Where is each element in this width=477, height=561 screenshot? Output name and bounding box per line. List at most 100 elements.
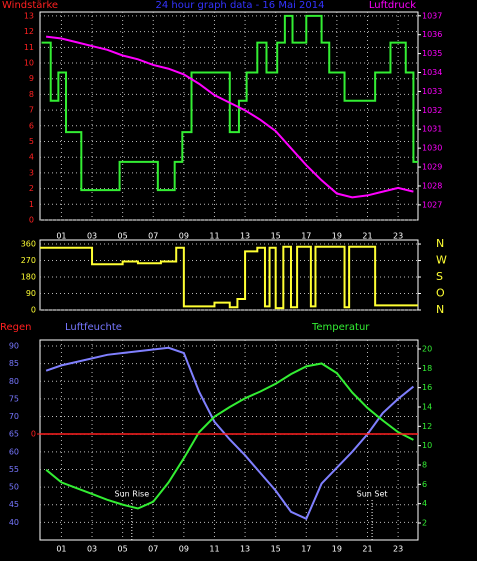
x-tick-label: 19 xyxy=(332,232,342,241)
x-tick-label: 07 xyxy=(148,232,158,241)
y-tick-label: 3 xyxy=(29,168,34,177)
y-tick-label: 5 xyxy=(29,137,34,146)
y-tick-label: 4 xyxy=(29,153,34,162)
x-tick-label: 09 xyxy=(179,545,189,554)
y-tick-label: 360 xyxy=(21,240,36,249)
y-tick-label: 8 xyxy=(29,90,34,99)
x-tick-label: 17 xyxy=(301,232,311,241)
y-tick-label: 0 xyxy=(31,306,36,315)
y-tick-label: 75 xyxy=(9,394,19,403)
series-line xyxy=(45,35,414,199)
x-tick-label: 05 xyxy=(118,545,128,554)
chart-title: 24 hour graph data - 16 Mai 2014 xyxy=(156,0,325,11)
y2-tick-label: 16 xyxy=(422,383,432,392)
x-tick-label: 23 xyxy=(393,232,403,241)
y2-axis-label: Temperatur xyxy=(311,322,370,333)
x-tick-label: 15 xyxy=(271,232,281,241)
y2-tick-label: 14 xyxy=(422,402,432,411)
x-tick-label: 09 xyxy=(179,232,189,241)
y2-tick-label: 1037 xyxy=(422,11,442,20)
y2-tick-label: 8 xyxy=(422,460,427,469)
x-tick-label: 17 xyxy=(301,545,311,554)
y-tick-label: 6 xyxy=(29,121,34,130)
y2-tick-label: 4 xyxy=(422,499,427,508)
y-tick-label: 11 xyxy=(24,43,34,52)
y2-tick-label: 18 xyxy=(422,364,432,373)
y-tick-label: 45 xyxy=(9,500,19,509)
y-tick-label: 65 xyxy=(9,430,19,439)
y2-tick-label: 10 xyxy=(422,441,432,450)
annotation-label: Sun Rise xyxy=(115,490,150,499)
x-tick-label: 21 xyxy=(362,545,372,554)
y-tick-label: 40 xyxy=(9,518,19,527)
x-tick-label: 15 xyxy=(271,545,281,554)
y-tick-label: 1 xyxy=(29,200,34,209)
x-tick-label: 11 xyxy=(209,232,219,241)
y-tick-label: 7 xyxy=(29,106,34,115)
y2-tick-label: O xyxy=(436,287,445,300)
x-tick-label: 13 xyxy=(240,545,250,554)
y-tick-label: 2 xyxy=(29,184,34,193)
y2-tick-label: 12 xyxy=(422,422,432,431)
series-line xyxy=(41,14,418,192)
y-tick-label: 80 xyxy=(9,377,19,386)
y-tick-label: 55 xyxy=(9,465,19,474)
plot-frame xyxy=(39,339,419,541)
y2-tick-label: 1027 xyxy=(422,200,442,209)
x-tick-label: 21 xyxy=(362,232,372,241)
series-line xyxy=(45,362,414,510)
y-tick-label: 85 xyxy=(9,359,19,368)
x-tick-label: 03 xyxy=(87,232,97,241)
y2-tick-label: W xyxy=(436,254,447,267)
x-tick-label: 07 xyxy=(148,545,158,554)
y-tick-label: 9 xyxy=(29,74,34,83)
y2-tick-label: 20 xyxy=(422,344,432,353)
y2-tick-label: 6 xyxy=(422,480,427,489)
y-tick-label: 13 xyxy=(24,11,34,20)
y2-tick-label: 1034 xyxy=(422,68,442,77)
y2-tick-label: 1035 xyxy=(422,49,442,58)
y2-tick-label: 1032 xyxy=(422,106,442,115)
y2-tick-label: 1036 xyxy=(422,30,442,39)
y3-axis-label: Regen xyxy=(0,322,32,333)
x-tick-label: 11 xyxy=(209,545,219,554)
y-tick-label: 0 xyxy=(29,216,34,225)
y2-tick-label: 2 xyxy=(422,518,427,527)
y2-tick-label: N xyxy=(436,237,444,250)
y2-tick-label: N xyxy=(436,303,444,316)
y-tick-label: 10 xyxy=(24,59,34,68)
plot-frame xyxy=(39,11,419,221)
y2-tick-label: 1031 xyxy=(422,125,442,134)
y2-tick-label: 1030 xyxy=(422,144,442,153)
y2-tick-label: S xyxy=(436,270,443,283)
y-tick-label: 180 xyxy=(21,273,36,282)
y-tick-label: 12 xyxy=(24,27,34,36)
plot-frame xyxy=(39,239,419,311)
x-tick-label: 01 xyxy=(56,232,66,241)
x-tick-label: 03 xyxy=(87,545,97,554)
y-axis-label: Windstärke xyxy=(2,0,58,11)
x-tick-label: 01 xyxy=(56,545,66,554)
y-tick-label: 70 xyxy=(9,412,19,421)
x-tick-label: 23 xyxy=(393,545,403,554)
x-tick-label: 05 xyxy=(118,232,128,241)
y-tick-label: 270 xyxy=(21,256,36,265)
y-tick-label: 60 xyxy=(9,447,19,456)
y-tick-label: 50 xyxy=(9,483,19,492)
y2-tick-label: 1028 xyxy=(422,181,442,190)
y-tick-label: 90 xyxy=(26,289,36,298)
series-line xyxy=(45,346,415,521)
x-tick-label: 13 xyxy=(240,232,250,241)
y2-tick-label: 1029 xyxy=(422,163,442,172)
y-axis-label: Luftfeuchte xyxy=(65,322,122,333)
x-tick-label: 19 xyxy=(332,545,342,554)
series-line xyxy=(40,245,418,310)
y-tick-label: 90 xyxy=(9,341,19,350)
y3-tick-label: 0 xyxy=(31,430,36,439)
y2-tick-label: 1033 xyxy=(422,87,442,96)
annotation-label: Sun Set xyxy=(357,490,388,499)
y2-axis-label: Luftdruck xyxy=(369,0,416,11)
